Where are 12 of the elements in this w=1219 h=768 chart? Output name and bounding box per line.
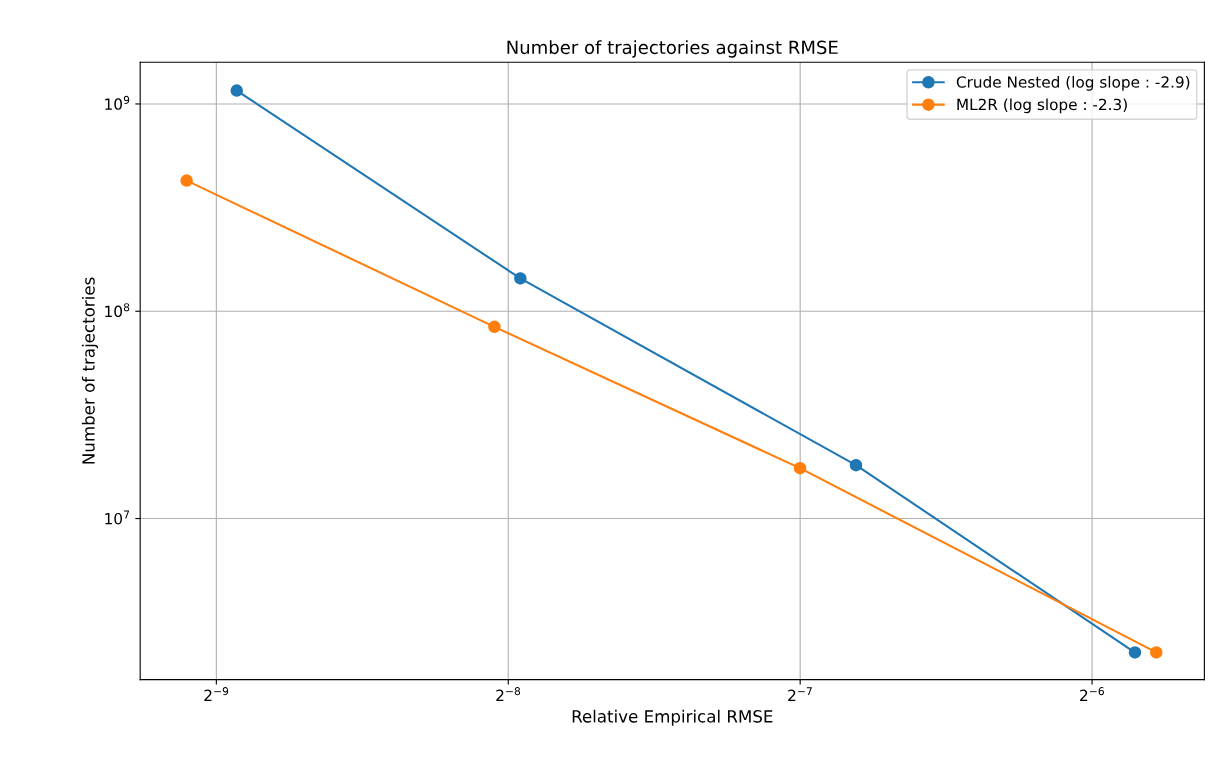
legend-label: Crude Nested (log slope : -2.9) (956, 75, 1190, 91)
y-tick-label: 10$^{9}$ (105, 95, 130, 110)
y-tick-label: 10$^{8}$ (105, 303, 130, 318)
x-tick-label: 2$^{−9}$ (204, 687, 229, 701)
x-axis-title: Relative Empirical RMSE (572, 709, 773, 726)
y-tick-label: 10$^{7}$ (105, 510, 130, 525)
y-axis-title: Number of trajectories (81, 277, 99, 464)
x-tick-label: 2$^{−7}$ (788, 687, 812, 701)
legend-label: ML2R (log slope : -2.3) (957, 98, 1127, 114)
x-tick-label: 2$^{−6}$ (1080, 687, 1104, 701)
x-tick-label: 2$^{−8}$ (496, 687, 521, 701)
chart-title: Number of trajectories against RMSE (507, 40, 838, 58)
